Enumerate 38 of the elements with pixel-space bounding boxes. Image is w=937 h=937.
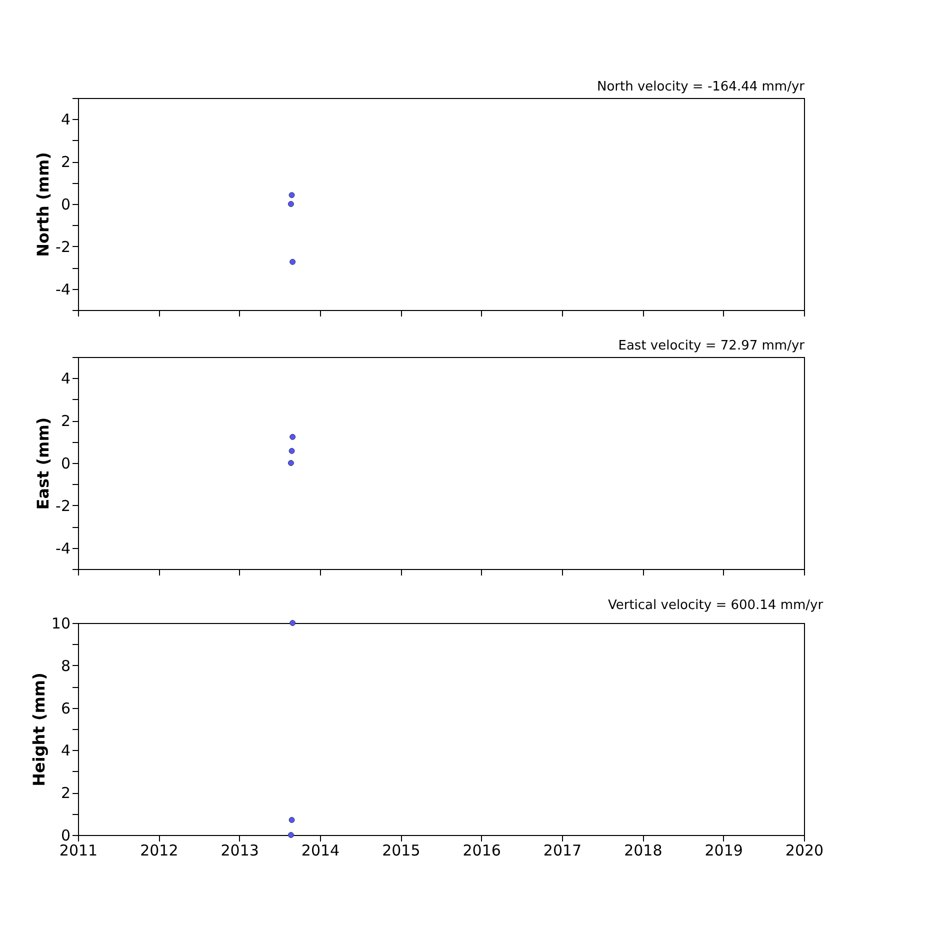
x-tick-label: 2014 xyxy=(301,842,340,860)
x-tick-label: 2019 xyxy=(704,842,743,860)
point xyxy=(290,258,296,265)
y-tick-label: 2 xyxy=(60,412,70,430)
y-tick-label: 4 xyxy=(60,370,70,388)
y-tick-label: 0 xyxy=(60,826,70,844)
chart-title: North velocity = -164.44 mm/yr xyxy=(596,80,806,94)
x-tick-label: 2012 xyxy=(140,842,178,860)
x-tick-label: 2017 xyxy=(543,842,582,860)
y-tick-label: 10 xyxy=(51,614,70,632)
point xyxy=(288,201,294,207)
y-axis-title: East (mm) xyxy=(34,417,53,510)
x-tick-label: 2013 xyxy=(220,842,259,860)
y-tick-label: 2 xyxy=(60,153,70,172)
y-tick-label: 8 xyxy=(60,656,70,675)
y-tick-label: -2 xyxy=(56,496,70,515)
chart-title: Vertical velocity = 600.14 mm/yr xyxy=(608,598,824,613)
y-tick-label: 6 xyxy=(60,699,70,718)
y-tick-label: 4 xyxy=(60,110,70,129)
point xyxy=(288,460,294,466)
x-tick-label: 2016 xyxy=(462,842,501,860)
y-tick-label: 0 xyxy=(60,196,70,214)
y-tick-label: 2 xyxy=(60,784,70,802)
point xyxy=(288,448,295,454)
x-tick-label: 2020 xyxy=(785,842,824,860)
y-tick-label: 0 xyxy=(60,454,70,472)
point xyxy=(290,434,296,440)
y-axis-title: North (mm) xyxy=(34,152,53,257)
y-tick-label: 4 xyxy=(60,742,70,760)
chart-title: East velocity = 72.97 mm/yr xyxy=(618,338,806,354)
x-tick-label: 2015 xyxy=(382,842,420,860)
y-tick-label: -4 xyxy=(56,280,70,298)
y-tick-label: -2 xyxy=(56,238,70,256)
y-axis-title: Height (mm) xyxy=(29,672,48,786)
x-tick-label: 2018 xyxy=(624,842,662,860)
y-tick-label: -4 xyxy=(56,539,70,558)
x-tick-label: 2011 xyxy=(59,842,98,860)
point xyxy=(288,192,295,198)
